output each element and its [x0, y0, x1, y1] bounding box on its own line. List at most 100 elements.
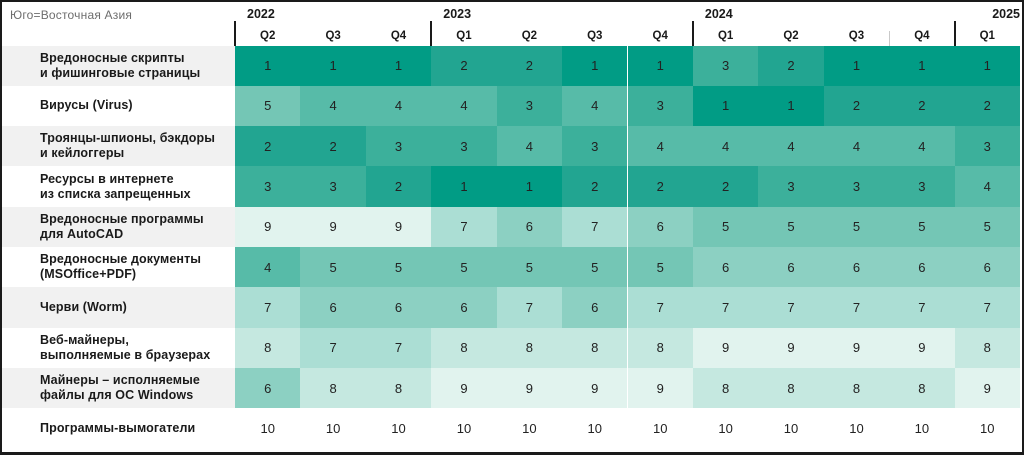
heatmap-cell: 8 [431, 327, 497, 368]
heatmap-cell: 4 [562, 85, 628, 127]
heatmap-cell: 4 [758, 126, 824, 167]
heatmap-cell: 2 [496, 45, 563, 86]
heatmap-cell: 1 [889, 45, 955, 86]
heatmap-cell: 1 [431, 166, 497, 207]
heatmap-cell: 10 [496, 408, 563, 449]
heatmap-cell: 3 [954, 126, 1020, 167]
row-label: Программы-вымогатели [2, 408, 235, 449]
row-label-line: выполняемые в браузерах [40, 347, 211, 362]
quarter-label: Q3 [848, 30, 865, 42]
heatmap-cell: 7 [300, 327, 366, 368]
heatmap-cell: 1 [954, 45, 1020, 86]
heatmap-cell: 5 [562, 247, 628, 288]
row-label-line: и фишинговые страницы [40, 65, 201, 80]
heatmap-cell: 7 [431, 206, 497, 247]
heatmap-cell: 5 [823, 206, 890, 247]
heatmap-cell: 3 [758, 166, 824, 207]
heatmap-cell: 8 [954, 327, 1020, 368]
heatmap-cell: 6 [954, 247, 1020, 288]
minor-quarter-tick [888, 31, 890, 46]
heatmap-cell: 6 [496, 206, 563, 247]
heatmap-cell: 1 [692, 85, 759, 127]
heatmap-cell: 4 [889, 126, 955, 167]
heatmap-cell: 2 [300, 126, 366, 167]
year-separator-tick [430, 21, 433, 46]
row-label-line: Программы-вымогатели [40, 420, 196, 435]
heatmap-cell: 5 [431, 247, 497, 288]
heatmap-cell: 2 [431, 45, 497, 86]
row-label: Троянцы-шпионы, бэкдоры и кейлоггеры [2, 126, 235, 167]
row-label-line: (MSOffice+PDF) [40, 267, 137, 282]
heatmap-cell: 7 [823, 287, 890, 328]
quarter-label: Q1 [717, 30, 734, 42]
heatmap-cell: 5 [235, 85, 301, 127]
heatmap-cell: 9 [954, 367, 1020, 409]
year-separator-tick [691, 21, 694, 46]
row-label-line: для AutoCAD [40, 226, 124, 241]
row-label-line: Вредоносные программы [40, 211, 204, 226]
row-label: Вредоносные программы для AutoCAD [2, 206, 235, 247]
heatmap-cell: 5 [889, 206, 955, 247]
heatmap-cell: 2 [823, 85, 890, 127]
quarter-label: Q3 [325, 30, 341, 42]
heatmap-cell: 1 [823, 45, 890, 86]
row-label: Вредоносные скрипты и фишинговые страницы [2, 45, 235, 86]
heatmap-cell: 6 [562, 287, 628, 328]
heatmap-cell: 4 [300, 85, 366, 127]
heatmap-cell: 9 [889, 327, 955, 368]
heatmap-cell: 2 [365, 166, 432, 207]
heatmap-cell: 2 [235, 126, 301, 167]
heatmap-cell: 4 [235, 247, 301, 288]
heatmap-cell: 2 [954, 85, 1020, 127]
year-separator-tick [953, 21, 956, 46]
heatmap-cell: 5 [692, 206, 759, 247]
heatmap-cell: 9 [823, 327, 890, 368]
heatmap-cell: 3 [431, 126, 497, 167]
heatmap-cell: 8 [496, 327, 563, 368]
heatmap-cell: 6 [823, 247, 890, 288]
heatmap-cell: 8 [300, 367, 366, 409]
heatmap-cell: 4 [431, 85, 497, 127]
heatmap-cell: 9 [496, 367, 563, 409]
quarter-label: Q4 [652, 30, 668, 42]
heatmap-cell: 3 [365, 126, 432, 167]
heatmap-cell: 2 [758, 45, 824, 86]
heatmap-cell: 6 [758, 247, 824, 288]
quarter-label: Q2 [521, 30, 538, 42]
year-label: 2023 [443, 7, 472, 21]
heatmap-cell: 5 [627, 247, 693, 288]
heatmap-cell: 3 [562, 126, 628, 167]
heatmap-cell: 8 [235, 327, 301, 368]
heatmap-cell: 10 [300, 408, 366, 449]
heatmap-cell: 7 [496, 287, 563, 328]
heatmap-cell: 10 [627, 408, 693, 449]
year-label: 2024 [704, 7, 733, 21]
heatmap-cell: 3 [235, 166, 301, 207]
heatmap-cell: 10 [365, 408, 432, 449]
row-label-line: Вредоносные скрипты [40, 50, 185, 65]
heatmap-cell: 10 [235, 408, 301, 449]
heatmap-cell: 9 [235, 206, 301, 247]
quarter-label: Q1 [979, 30, 995, 42]
heatmap-cell: 10 [431, 408, 497, 449]
heatmap-cell: 1 [496, 166, 563, 207]
heatmap-cell: 8 [562, 327, 628, 368]
heatmap-cell: 2 [889, 85, 955, 127]
heatmap-cell: 2 [692, 166, 759, 207]
heatmap-cell: 10 [954, 408, 1020, 449]
heatmap-cell: 8 [365, 367, 432, 409]
heatmap-cell: 2 [627, 166, 693, 207]
heatmap-cell: 4 [365, 85, 432, 127]
row-label: Майнеры – исполняемые файлы для ОС Window… [2, 367, 235, 409]
heatmap-cell: 1 [627, 45, 693, 86]
heatmap-cell: 5 [365, 247, 432, 288]
heatmap-cell: 7 [562, 206, 628, 247]
heatmap-cell: 7 [365, 327, 432, 368]
row-label-line: Вирусы (Virus) [40, 98, 133, 113]
row-label-line: и кейлоггеры [40, 146, 125, 161]
heatmap-cell: 1 [300, 45, 366, 86]
heatmap-cell: 6 [627, 206, 693, 247]
heatmap-cell: 5 [954, 206, 1020, 247]
row-label-line: Троянцы-шпионы, бэкдоры [40, 131, 215, 146]
